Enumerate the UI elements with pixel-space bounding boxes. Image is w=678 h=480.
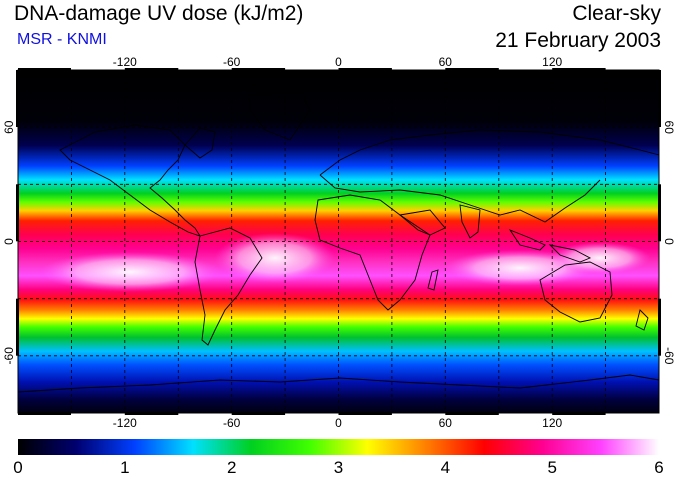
lat-label-left: 0: [2, 238, 16, 245]
lat-label-right: -60: [662, 347, 676, 365]
lon-label-bottom: -60: [223, 416, 241, 430]
lon-label-top: 60: [439, 55, 453, 69]
map-title: DNA-damage UV dose (kJ/m2): [14, 2, 304, 25]
lon-label-top: 0: [335, 55, 342, 69]
lon-label-top: 120: [542, 55, 562, 69]
sky-condition-label: Clear-sky: [572, 2, 661, 25]
colorbar: [18, 439, 659, 455]
colorbar-label: 6: [654, 458, 664, 477]
data-source-label: MSR - KNMI: [17, 31, 107, 48]
lon-label-bottom: 120: [542, 416, 562, 430]
lon-label-bottom: -120: [113, 416, 137, 430]
frame-ticks: [16, 68, 661, 415]
lat-label-right: 0: [662, 238, 676, 245]
colorbar-label: 2: [226, 458, 237, 477]
graticule: [18, 70, 659, 413]
colorbar-label: 3: [333, 458, 344, 477]
uv-maximum-region: [40, 252, 220, 292]
colorbar-label: 5: [547, 458, 557, 477]
lat-label-left: 60: [2, 120, 16, 134]
lon-label-top: -60: [223, 55, 241, 69]
lat-label-right: 60: [662, 121, 676, 135]
lon-label-bottom: 60: [439, 416, 453, 430]
uv-maximum-region: [550, 242, 650, 274]
colorbar-label: 1: [120, 458, 130, 477]
uv-maximum-region: [215, 233, 335, 283]
date-label: 21 February 2003: [495, 29, 661, 52]
colorbar-label: 0: [13, 458, 23, 477]
lon-label-top: -120: [113, 55, 137, 69]
colorbar-label: 4: [440, 458, 451, 477]
lon-label-bottom: 0: [335, 416, 342, 430]
lat-label-left: -60: [2, 347, 16, 365]
coastlines: [18, 91, 659, 393]
